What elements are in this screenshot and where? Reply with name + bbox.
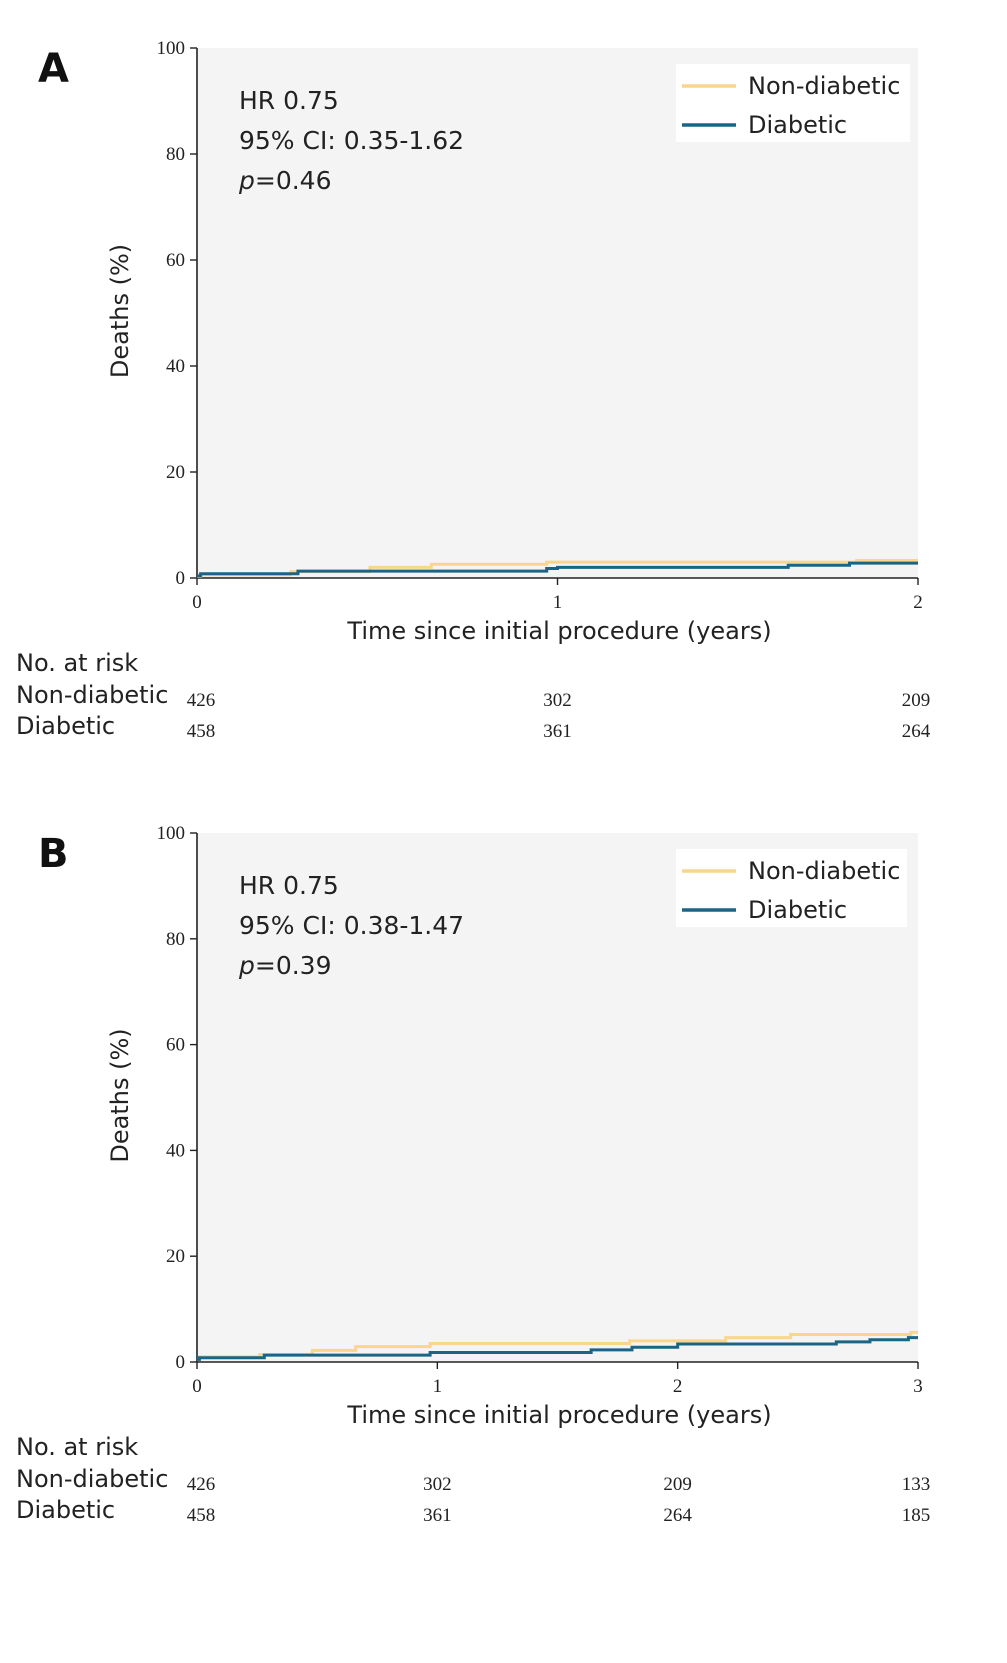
legend-label: Diabetic [748, 111, 847, 139]
risk-row-label: Non-diabetic [16, 1465, 168, 1493]
hazard-ratio-text: HR 0.75 [239, 86, 339, 115]
y-tick-label: 40 [166, 356, 185, 377]
legend: Non-diabetic Diabetic [676, 64, 910, 142]
risk-row-label: Diabetic [16, 1496, 115, 1524]
risk-count: 302 [543, 690, 572, 711]
series-diabetic-line [197, 1336, 918, 1361]
x-tick-label: 2 [673, 1376, 683, 1397]
risk-count: 133 [902, 1474, 931, 1495]
y-tick-label: 0 [176, 568, 186, 589]
risk-table-title: No. at risk [16, 649, 138, 677]
risk-count: 426 [187, 690, 216, 711]
legend-box [676, 64, 910, 142]
x-axis-label: Time since initial procedure (years) [346, 617, 771, 645]
y-tick-label: 20 [166, 1246, 185, 1267]
hazard-ratio-text: HR 0.75 [239, 871, 339, 900]
risk-count: 209 [902, 690, 931, 711]
panel-a: A 0 20 40 60 80 100 0 1 2 Time since initial proce… [16, 38, 931, 742]
y-tick-label: 60 [166, 1035, 185, 1056]
risk-count: 185 [902, 1505, 931, 1526]
panel-b: B 0 20 40 60 80 100 0 1 2 3 Time since initial proc… [16, 823, 930, 1526]
legend-box [676, 849, 907, 927]
risk-count: 361 [543, 721, 572, 742]
x-tick-label: 3 [913, 1376, 923, 1397]
y-tick-label: 100 [157, 823, 186, 844]
risk-row-label: Non-diabetic [16, 681, 168, 709]
risk-count: 426 [187, 1474, 216, 1495]
risk-row-label: Diabetic [16, 712, 115, 740]
y-tick-label: 20 [166, 462, 185, 483]
confidence-interval-text: 95% CI: 0.38-1.47 [239, 911, 464, 940]
y-axis-label: Deaths (%) [106, 1028, 134, 1162]
x-axis-label: Time since initial procedure (years) [346, 1401, 771, 1429]
risk-count: 458 [187, 1505, 216, 1526]
y-axis-label: Deaths (%) [106, 244, 134, 378]
legend-label: Non-diabetic [748, 857, 900, 885]
legend-label: Non-diabetic [748, 72, 900, 100]
x-tick-label: 1 [433, 1376, 443, 1397]
y-tick-label: 100 [157, 38, 186, 59]
risk-count: 264 [663, 1505, 692, 1526]
legend: Non-diabetic Diabetic [676, 849, 907, 927]
y-tick-label: 80 [166, 144, 185, 165]
x-tick-label: 2 [913, 592, 923, 613]
risk-count: 302 [423, 1474, 452, 1495]
panel-letter: B [38, 831, 69, 877]
risk-table: No. at risk Non-diabetic 426 302 209 133 Diabe… [16, 1433, 930, 1526]
legend-label: Diabetic [748, 896, 847, 924]
confidence-interval-text: 95% CI: 0.35-1.62 [239, 126, 464, 155]
p-value-text: p=0.39 [238, 951, 332, 980]
series-diabetic-line [197, 561, 918, 578]
risk-count: 458 [187, 721, 216, 742]
x-tick-label: 0 [192, 1376, 202, 1397]
y-tick-label: 60 [166, 250, 185, 271]
risk-table-title: No. at risk [16, 1433, 138, 1461]
y-tick-label: 40 [166, 1140, 185, 1161]
x-tick-label: 0 [192, 592, 202, 613]
x-tick-label: 1 [553, 592, 563, 613]
risk-count: 209 [663, 1474, 692, 1495]
risk-count: 361 [423, 1505, 452, 1526]
p-value-text: p=0.46 [238, 166, 332, 195]
y-tick-label: 80 [166, 929, 185, 950]
risk-table: No. at risk Non-diabetic 426 302 209 Diabetic… [16, 649, 931, 742]
panel-letter: A [38, 46, 69, 92]
risk-count: 264 [902, 721, 931, 742]
y-tick-label: 0 [176, 1352, 186, 1373]
